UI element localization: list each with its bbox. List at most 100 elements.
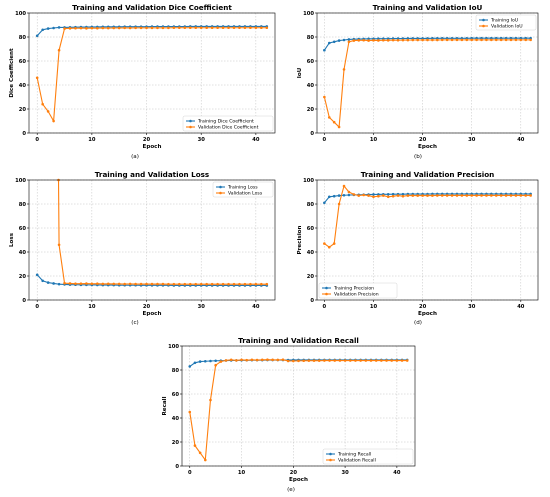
data-point: [445, 194, 449, 197]
data-point: [327, 41, 331, 45]
legend-marker: [219, 191, 222, 195]
data-point: [372, 195, 375, 199]
x-tick-label: 20: [290, 470, 298, 476]
data-point: [411, 194, 415, 197]
data-point: [332, 120, 336, 124]
data-point: [260, 358, 264, 362]
data-point: [359, 359, 362, 362]
data-point: [265, 26, 269, 30]
data-point: [188, 365, 192, 368]
legend-box: [475, 14, 537, 31]
data-point: [405, 359, 409, 362]
data-point: [362, 38, 365, 42]
data-point: [450, 194, 454, 197]
data-point: [504, 38, 508, 42]
series-line: [57, 179, 267, 285]
x-tick-label: 0: [35, 137, 39, 143]
data-point: [292, 359, 295, 363]
plot-frame: [316, 179, 539, 301]
data-point: [156, 282, 159, 286]
data-point: [475, 194, 478, 197]
y-tick-label: 60: [19, 59, 27, 65]
data-point: [386, 192, 390, 196]
data-point: [524, 38, 528, 42]
data-point: [41, 102, 44, 106]
x-tick-label: 0: [323, 304, 327, 310]
y-tick-label: 40: [307, 83, 315, 89]
plot-frame: [181, 345, 416, 467]
data-point: [372, 39, 375, 42]
series-1: [57, 178, 269, 286]
data-point: [172, 26, 176, 30]
legend-marker: [329, 458, 332, 462]
data-point: [199, 26, 203, 30]
data-point: [470, 38, 474, 42]
y-tick-label: 60: [307, 59, 315, 65]
data-point: [416, 194, 419, 197]
legend-marker: [325, 286, 328, 290]
data-point: [35, 34, 39, 38]
x-tick-label: 0: [188, 470, 192, 476]
data-point: [377, 193, 380, 196]
data-point: [436, 194, 439, 197]
data-point: [249, 282, 252, 286]
data-point: [205, 26, 208, 30]
chart-panel-0: 0 20 40 60 80 100 0 10 20 30 40 Training and Valida…: [9, 3, 276, 160]
data-point: [465, 194, 469, 197]
data-point: [193, 361, 197, 365]
y-tick-label: 40: [172, 416, 180, 422]
y-axis-label: Loss: [9, 232, 15, 247]
data-point: [529, 194, 532, 197]
data-point: [440, 194, 444, 197]
x-tick-label: 30: [198, 304, 206, 310]
data-point: [333, 359, 337, 362]
data-point: [188, 282, 192, 286]
data-point: [232, 282, 236, 286]
plot-area: [29, 13, 275, 133]
data-point: [327, 116, 331, 119]
data-point: [347, 193, 351, 197]
x-tick-label: 10: [88, 304, 96, 310]
y-axis-label: Dice Coefficient: [9, 48, 15, 98]
data-point: [204, 359, 207, 363]
data-point: [323, 48, 326, 52]
data-point: [57, 243, 61, 247]
legend-marker: [482, 18, 485, 22]
legend-label: Training Recall: [337, 452, 371, 458]
data-point: [421, 38, 424, 42]
data-point: [35, 273, 39, 277]
data-point: [490, 194, 493, 197]
y-tick-label: 20: [307, 274, 315, 280]
data-point: [57, 26, 61, 29]
data-point: [249, 26, 252, 30]
data-point: [390, 359, 394, 362]
data-point: [63, 281, 66, 285]
x-tick-label: 30: [198, 137, 206, 143]
data-point: [128, 26, 132, 30]
data-point: [480, 194, 483, 197]
data-point: [485, 38, 488, 42]
data-point: [385, 359, 388, 362]
data-point: [74, 26, 77, 30]
y-tick-label: 0: [22, 131, 26, 137]
plot-area: [29, 180, 275, 300]
legend-label: Training Precision: [333, 286, 374, 292]
plot-frame: [28, 179, 276, 301]
data-point: [238, 282, 241, 286]
legend-marker: [219, 185, 222, 189]
y-tick-label: 100: [15, 178, 26, 184]
data-point: [265, 282, 269, 286]
data-point: [243, 282, 247, 286]
legend-label: Validation Loss: [228, 191, 263, 197]
data-point: [485, 194, 488, 197]
chart-title: Training and Validation Recall: [238, 336, 359, 345]
data-point: [194, 26, 198, 30]
y-tick-label: 80: [19, 202, 27, 208]
y-tick-label: 60: [19, 226, 27, 232]
data-point: [178, 26, 181, 30]
x-tick-label: 30: [341, 470, 349, 476]
x-tick-label: 10: [88, 137, 96, 143]
data-point: [480, 38, 483, 42]
chart-title: Training and Validation Dice Coefficient: [72, 3, 232, 12]
data-point: [209, 359, 212, 363]
